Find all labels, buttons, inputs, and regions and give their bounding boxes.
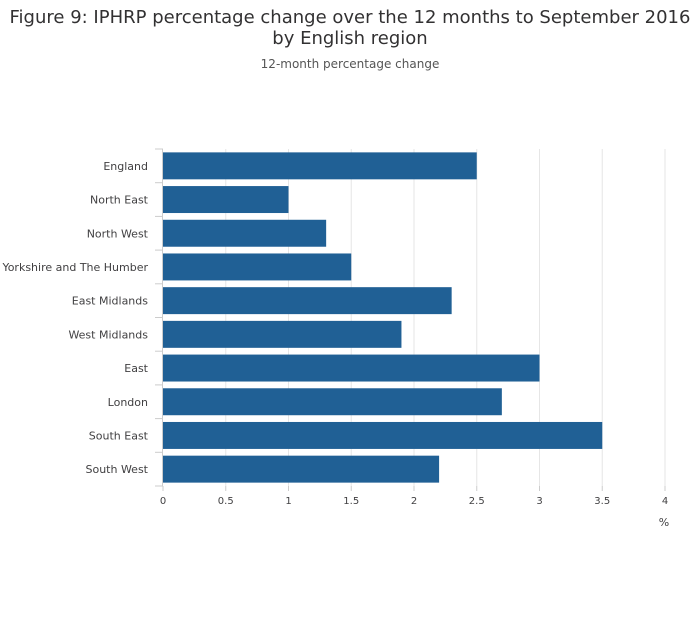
bar-9 [163,455,440,483]
bar-6 [163,354,540,382]
chart-title: Figure 9: IPHRP percentage change over t… [0,7,700,49]
category-label-2: North West [87,227,149,240]
chart-subtitle: 12-month percentage change [260,57,440,71]
bar-2 [163,219,327,247]
x-tick-label-8: 4 [662,496,668,507]
x-tick-label-3: 1.5 [343,496,359,507]
bar-7 [163,388,502,416]
x-tick-label-4: 2 [411,496,417,507]
x-tick-label-6: 3 [536,496,542,507]
category-label-5: West Midlands [68,328,148,341]
bar-4 [163,287,452,315]
chart-title-line-2: by English region [272,28,428,49]
chart-title-line-1: Figure 9: IPHRP percentage change over t… [9,7,691,28]
x-tick-label-1: 0.5 [218,496,234,507]
x-tick-label-7: 3.5 [594,496,610,507]
bar-5 [163,320,402,348]
category-label-7: London [108,396,148,409]
category-label-6: East [124,362,148,375]
bar-3 [163,253,352,281]
bar-0 [163,152,477,180]
bar-8 [163,421,603,449]
x-axis-label: % [659,516,669,529]
bar-1 [163,186,289,214]
category-label-0: England [103,160,148,173]
category-label-3: Yorkshire and The Humber [1,261,148,274]
category-label-8: South East [89,429,149,442]
category-label-9: South West [85,463,148,476]
x-tick-label-5: 2.5 [469,496,485,507]
category-label-1: North East [90,194,149,207]
x-tick-label-2: 1 [285,496,291,507]
category-label-4: East Midlands [72,295,149,308]
x-tick-label-0: 0 [160,496,166,507]
